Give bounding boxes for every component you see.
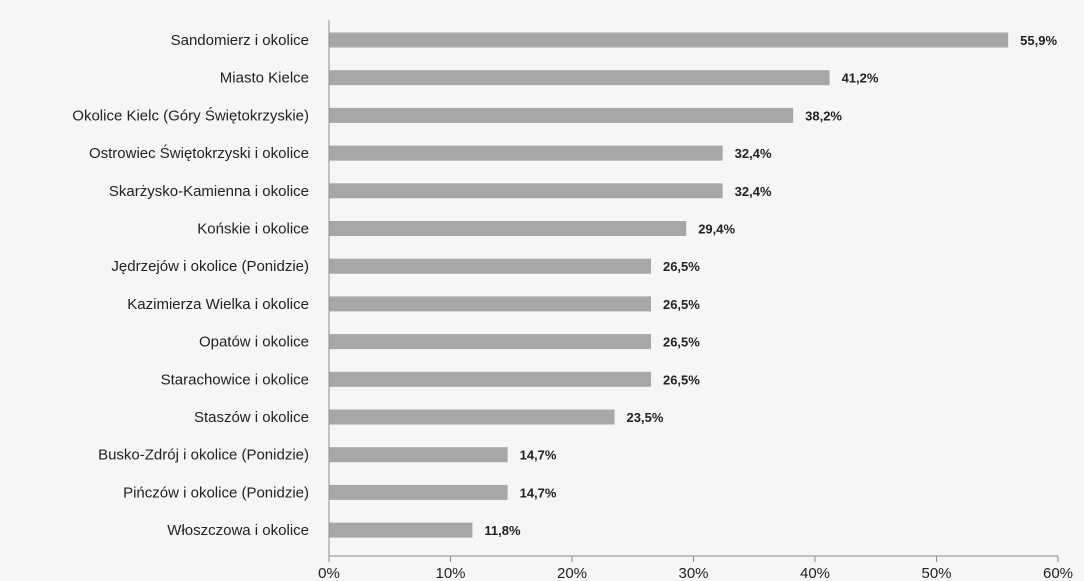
bar	[329, 107, 794, 123]
bar	[329, 32, 1009, 48]
category-labels-group: Sandomierz i okolice Miasto Kielce Okolice…	[72, 32, 309, 539]
bars-group	[329, 32, 1009, 538]
x-tick-label: 20%	[557, 565, 587, 581]
value-label: 32,4%	[735, 184, 772, 199]
value-label: 11,8%	[484, 523, 521, 538]
x-axis: 0% 10% 20% 30% 40% 50% 60%	[318, 20, 1073, 581]
category-label: Staszów i okolice	[194, 409, 309, 426]
x-tick-label: 30%	[678, 565, 708, 581]
category-label: Skarżysko-Kamienna i okolice	[109, 183, 309, 200]
bar	[329, 258, 651, 274]
value-label: 41,2%	[842, 71, 879, 86]
value-label: 23,5%	[627, 410, 664, 425]
x-tick-label: 60%	[1043, 565, 1073, 581]
x-tick-label: 50%	[921, 565, 951, 581]
category-label: Ostrowiec Świętokrzyski i okolice	[89, 144, 309, 162]
category-label: Kazimierza Wielka i okolice	[127, 296, 309, 313]
bar	[329, 447, 508, 463]
x-tick-label: 40%	[800, 565, 830, 581]
bar	[329, 522, 473, 538]
value-label: 26,5%	[663, 372, 700, 387]
x-tick-label: 0%	[318, 565, 340, 581]
value-label: 32,4%	[735, 146, 772, 161]
bar	[329, 145, 723, 161]
value-label: 26,5%	[663, 297, 700, 312]
category-label: Miasto Kielce	[220, 70, 309, 87]
value-label: 26,5%	[663, 259, 700, 274]
value-label: 26,5%	[663, 335, 700, 350]
value-label: 55,9%	[1020, 33, 1057, 48]
category-label: Starachowice i okolice	[161, 371, 309, 388]
bar	[329, 409, 615, 425]
bar	[329, 221, 687, 236]
bar	[329, 70, 830, 86]
value-label: 14,7%	[520, 448, 557, 463]
category-label: Sandomierz i okolice	[171, 32, 309, 49]
bar	[329, 371, 651, 387]
category-label: Końskie i okolice	[197, 221, 309, 238]
category-label: Opatów i okolice	[199, 334, 309, 351]
category-label: Jędrzejów i okolice (Ponidzie)	[111, 258, 309, 275]
bar	[329, 296, 651, 312]
bar	[329, 484, 508, 500]
value-label: 14,7%	[520, 485, 557, 500]
value-labels-group: 55,9% 41,2% 38,2% 32,4% 32,4% 29,4% 26,5% 26,5%…	[484, 33, 1057, 538]
value-label: 38,2%	[805, 108, 842, 123]
category-label: Pińczów i okolice (Ponidzie)	[123, 484, 309, 501]
x-tick-label: 10%	[435, 565, 465, 581]
value-label: 29,4%	[698, 222, 735, 237]
bar	[329, 334, 651, 350]
category-label: Busko-Zdrój i okolice (Ponidzie)	[98, 447, 309, 464]
bar	[329, 183, 723, 199]
category-label: Okolice Kielc (Góry Świętokrzyskie)	[72, 106, 309, 124]
category-label: Włoszczowa i okolice	[167, 522, 309, 539]
